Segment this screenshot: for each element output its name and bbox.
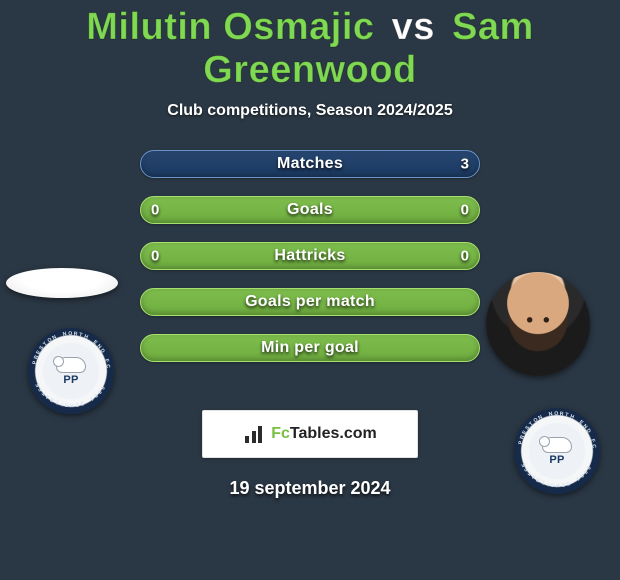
stat-bars: Matches 3 Goals 0 0 Hattricks 0 0 Goals per matc… [140,150,480,380]
stat-label: Goals [287,201,333,219]
face-graphic [486,272,590,376]
subtitle: Club competitions, Season 2024/2025 [0,102,620,120]
page-title: Milutin Osmajic vs Sam Greenwood [0,6,620,92]
title-block: Milutin Osmajic vs Sam Greenwood Club co… [0,0,620,120]
stat-row-matches: Matches 3 [140,150,480,178]
player2-club-badge: PRESTON NORTH END FCESTABLISHED 1880 PP [514,408,600,494]
stat-value-left: 0 [151,248,159,265]
chart-icon [243,425,265,443]
stat-row-goals-per-match: Goals per match [140,288,480,316]
footer-brand-card: FcTables.com [202,410,418,458]
stat-row-hattricks: Hattricks 0 0 [140,242,480,270]
stat-label: Min per goal [261,339,359,357]
badge-pp: PP [549,454,564,466]
brand-prefix: Fc [271,425,290,442]
player1-name: Milutin Osmajic [86,6,374,48]
stat-value-left: 0 [151,202,159,219]
stat-value-right: 0 [461,248,469,265]
brand-text: FcTables.com [271,425,377,443]
comparison-stage: PRESTON NORTH END FCESTABLISHED 1880 PP … [0,150,620,400]
stat-label: Matches [277,155,343,173]
brand-suffix: Tables.com [290,425,377,442]
badge-inner: PP [529,423,584,478]
player2-avatar [486,272,590,376]
stat-value-right: 0 [461,202,469,219]
lamb-icon [542,437,572,453]
badge-pp: PP [63,374,78,386]
stat-value-right: 3 [461,156,469,173]
badge-inner: PP [43,343,98,398]
stat-label: Hattricks [274,247,345,265]
stat-row-min-per-goal: Min per goal [140,334,480,362]
lamb-icon [56,357,86,373]
player1-club-badge: PRESTON NORTH END FCESTABLISHED 1880 PP [28,328,114,414]
title-vs: vs [386,6,441,48]
player1-avatar [6,268,118,298]
stat-label: Goals per match [245,293,375,311]
stat-row-goals: Goals 0 0 [140,196,480,224]
